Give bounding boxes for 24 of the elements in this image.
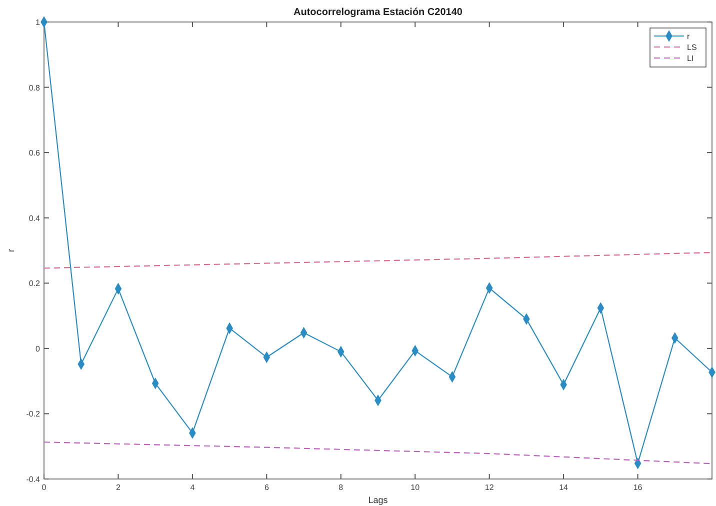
y-tick-label: 0.6: [28, 148, 41, 158]
y-tick-label: -0.2: [26, 410, 41, 419]
y-tick-label: 1: [36, 18, 41, 27]
x-tick-label: 2: [116, 483, 121, 492]
y-tick-label: 0.4: [28, 214, 41, 223]
x-tick-label: 14: [559, 483, 569, 492]
x-tick-label: 0: [42, 483, 47, 492]
y-tick-label: 0.2: [28, 279, 41, 288]
y-tick-label: 0: [36, 344, 41, 354]
y-axis-title: r: [6, 249, 16, 252]
legend-label: LI: [687, 54, 694, 63]
line-series: [43, 252, 713, 269]
y-tick-label: -0.4: [26, 475, 41, 484]
x-tick-label: 6: [264, 483, 270, 492]
x-tick-label: 16: [633, 483, 643, 492]
legend-label: LS: [687, 43, 697, 52]
x-tick-label: 12: [484, 483, 494, 492]
chart-title: Autocorrelograma Estación C20140: [294, 7, 463, 18]
x-axis-title: Lags: [368, 495, 388, 505]
legend-label: r: [687, 32, 690, 41]
x-tick-label: 8: [338, 483, 344, 492]
x-tick-label: 10: [410, 483, 420, 492]
x-tick-label: 4: [190, 483, 196, 492]
y-tick-label: 0.8: [28, 83, 41, 92]
